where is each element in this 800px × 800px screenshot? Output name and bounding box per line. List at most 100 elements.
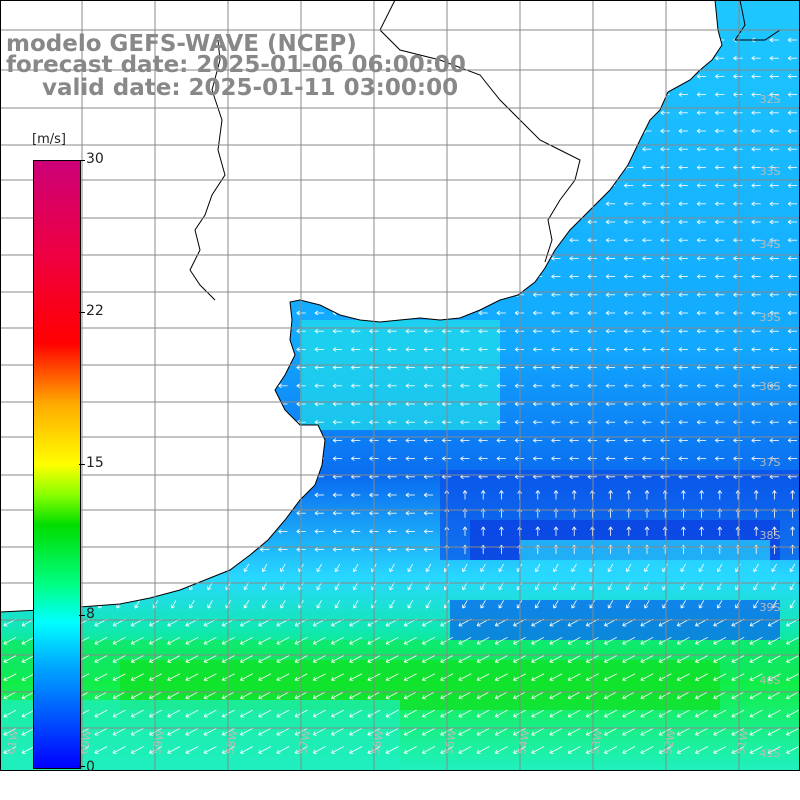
wind-arrow	[551, 256, 561, 261]
wind-arrow	[478, 347, 488, 352]
wind-arrow	[569, 292, 579, 298]
wind-arrow	[533, 328, 543, 334]
wind-arrow	[569, 237, 579, 243]
wind-arrow	[605, 201, 616, 207]
wind-arrow	[787, 219, 798, 225]
wind-arrow	[696, 383, 707, 389]
wind-arrow	[769, 256, 779, 261]
wind-arrow	[624, 419, 634, 425]
wind-arrow	[332, 328, 343, 334]
wind-arrow	[405, 529, 415, 534]
wind-arrow	[642, 328, 652, 334]
wind-arrow	[569, 456, 579, 461]
wind-arrow	[423, 347, 434, 352]
wind-arrow	[642, 146, 652, 152]
wind-arrow	[696, 146, 707, 152]
wind-arrow	[733, 55, 743, 61]
wind-arrow	[715, 274, 725, 279]
wind-arrow	[733, 219, 743, 225]
wind-arrow	[642, 456, 652, 461]
wind-arrow	[696, 438, 707, 443]
wind-arrow	[423, 419, 434, 425]
wind-arrow	[696, 128, 707, 134]
forecast-date: forecast date: 2025-01-06 06:00:00	[6, 52, 466, 78]
wind-arrow	[696, 74, 707, 79]
wind-arrow	[678, 219, 688, 225]
wind-arrow	[733, 438, 743, 443]
wind-arrow	[769, 310, 779, 316]
wind-arrow	[678, 128, 688, 134]
wind-arrow	[314, 419, 324, 425]
wind-arrow	[387, 456, 397, 461]
wind-arrow	[678, 146, 688, 152]
wind-arrow	[787, 110, 798, 116]
wind-arrow	[678, 419, 688, 425]
wind-arrow	[642, 310, 652, 316]
wind-arrow	[715, 419, 725, 425]
wind-arrow	[696, 219, 707, 225]
wind-arrow	[535, 490, 541, 500]
wind-arrow	[587, 365, 597, 370]
wind-arrow	[678, 456, 688, 461]
wind-arrow	[769, 219, 779, 225]
wind-arrow	[533, 383, 543, 389]
wind-arrow	[787, 256, 798, 261]
wind-arrow	[624, 438, 634, 443]
wind-arrow	[787, 438, 798, 443]
wind-arrow	[715, 383, 725, 389]
wind-arrow	[387, 529, 397, 534]
wind-arrow	[387, 347, 397, 352]
wind-arrow	[715, 74, 725, 79]
wind-arrow	[660, 383, 670, 389]
wind-arrow	[751, 165, 761, 170]
wind-arrow	[587, 456, 597, 461]
latitude-label: 36S	[760, 380, 781, 393]
wind-arrow	[587, 328, 597, 334]
latitude-label: 34S	[760, 238, 781, 251]
wind-arrow	[351, 492, 361, 498]
wind-arrow	[569, 347, 579, 352]
wind-arrow	[787, 146, 798, 152]
wind-arrow	[587, 292, 597, 298]
wind-arrow	[678, 237, 688, 243]
wind-arrow	[423, 365, 434, 370]
wind-arrow	[569, 438, 579, 443]
wind-arrow	[605, 456, 616, 461]
wind-arrow	[715, 183, 725, 188]
wind-arrow	[423, 438, 434, 443]
wind-arrow	[605, 328, 616, 334]
wind-arrow	[605, 310, 616, 316]
wind-arrow	[405, 328, 415, 334]
wind-arrow	[551, 347, 561, 352]
wind-arrow	[696, 183, 707, 188]
wind-arrow	[608, 490, 613, 500]
wind-arrow	[769, 110, 779, 116]
wind-arrow	[642, 383, 652, 389]
wind-arrow	[751, 183, 761, 188]
wind-arrow	[787, 456, 798, 461]
wind-arrow	[751, 274, 761, 279]
wind-arrow	[733, 383, 743, 389]
wind-arrow	[478, 365, 488, 370]
wind-arrow	[480, 490, 486, 500]
wind-arrow	[715, 237, 725, 243]
wind-arrow	[587, 383, 597, 389]
wind-arrow	[769, 237, 779, 243]
wind-arrow	[624, 328, 634, 334]
wind-arrow	[769, 328, 779, 334]
wind-arrow	[496, 365, 506, 370]
wind-arrow	[624, 365, 634, 370]
wind-arrow	[587, 310, 597, 316]
wind-arrow	[533, 292, 543, 298]
wind-arrow	[478, 438, 488, 443]
wind-arrow	[642, 183, 652, 188]
wind-arrow	[715, 146, 725, 152]
latitude-label: 39S	[760, 601, 781, 614]
latitude-label: 35S	[760, 311, 781, 324]
wind-arrow	[715, 110, 725, 116]
wind-arrow	[733, 165, 743, 170]
wind-arrow	[624, 310, 634, 316]
wind-arrow	[587, 419, 597, 425]
wind-arrow	[660, 365, 670, 370]
